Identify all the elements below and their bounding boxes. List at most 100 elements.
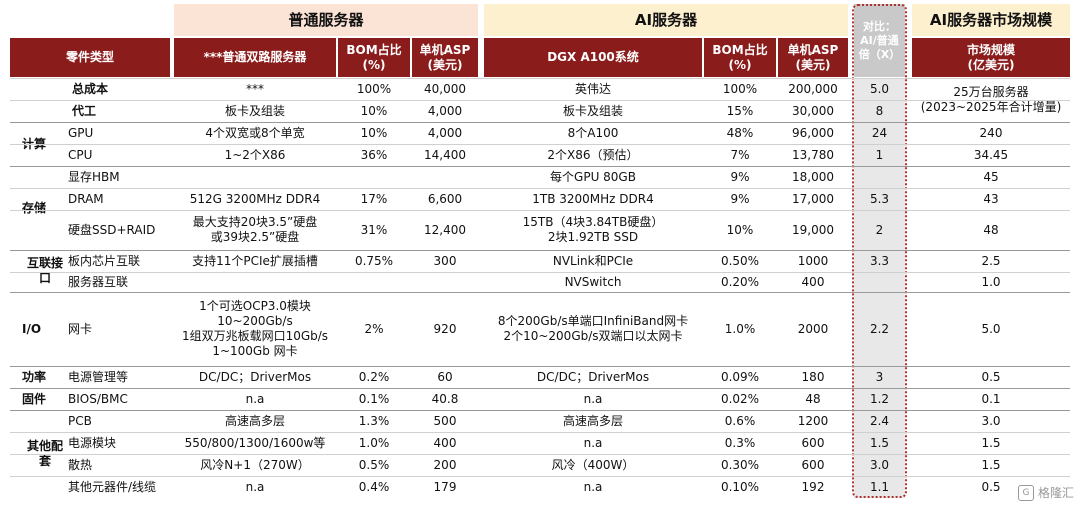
cell-ai-config: n.a — [583, 479, 603, 494]
cell-ai-bom: 0.20% — [720, 274, 760, 289]
cell-ratio: 8 — [854, 100, 905, 122]
cell-market: 5.0 — [981, 321, 1001, 336]
cell-normal-asp: 40.8 — [431, 391, 459, 406]
cell-ratio: 2.4 — [854, 410, 905, 432]
cell-normal-bom: 1.3% — [358, 413, 390, 428]
cell-ai-config: 风冷（400W） — [551, 457, 635, 472]
cell-market: 0.5 — [981, 369, 1001, 384]
cell-normal-bom — [338, 166, 410, 188]
category-label: 其他配套 — [26, 439, 63, 468]
cell-normal-bom: 17% — [360, 191, 388, 206]
cell-ratio — [854, 272, 905, 292]
cell-market: 240 — [979, 125, 1003, 140]
cell-normal-asp: 300 — [433, 253, 457, 268]
cell-ai-asp: 400 — [801, 274, 825, 289]
watermark: G 格隆汇 — [1017, 484, 1074, 501]
cell-normal-asp: 4,000 — [427, 125, 463, 140]
cell-normal-config: 风冷N+1（270W） — [200, 457, 310, 472]
cell-normal-config: 板卡及组装 — [224, 103, 285, 118]
cell-normal-config — [174, 272, 336, 292]
cell-normal-asp: 60 — [437, 369, 453, 384]
cell-ai-asp: 2000 — [797, 321, 829, 336]
cell-normal-config: 4个双宽或8个单宽 — [205, 125, 305, 140]
cell-normal-bom: 36% — [360, 147, 388, 162]
cell-ai-bom: 10% — [726, 222, 754, 237]
cell-normal-bom: 2% — [364, 321, 384, 336]
cell-normal-config: 550/800/1300/1600w等 — [184, 435, 326, 450]
cell-market: 34.45 — [973, 147, 1009, 162]
cell-ai-config: 15TB（4块3.84TB硬盘） 2块1.92TB SSD — [522, 215, 664, 244]
header-normal-config: ***普通双路服务器 — [174, 38, 336, 77]
cell-ratio: 1 — [854, 144, 905, 166]
cell-ai-asp: 1200 — [797, 413, 829, 428]
cell-market: 0.1 — [981, 391, 1001, 406]
header-ai-config: DGX A100系统 — [484, 38, 702, 77]
cell-normal-bom: 0.2% — [358, 369, 390, 384]
item-label: 硬盘SSD+RAID — [68, 222, 156, 237]
cell-ai-bom: 15% — [726, 103, 754, 118]
item-label: DRAM — [68, 191, 104, 206]
cell-normal-asp: 6,600 — [427, 191, 463, 206]
cell-normal-asp — [412, 272, 478, 292]
cell-ratio: 2.2 — [854, 292, 905, 366]
item-label: CPU — [68, 147, 93, 162]
item-label: 电源管理等 — [68, 369, 129, 384]
item-label: 代工 — [72, 103, 97, 118]
cell-normal-config: 512G 3200MHz DDR4 — [189, 191, 321, 206]
cell-normal-bom: 10% — [360, 103, 388, 118]
header-market: 市场规模 (亿美元) — [912, 38, 1070, 77]
group-header-market: AI服务器市场规模 — [912, 4, 1070, 36]
item-label: 总成本 — [72, 81, 109, 96]
cell-ratio: 2 — [854, 210, 905, 250]
cell-ratio: 1.2 — [854, 388, 905, 410]
cell-ratio: 1.1 — [854, 476, 905, 498]
cell-ai-bom: 100% — [722, 81, 758, 96]
cell-ai-bom: 0.09% — [720, 369, 760, 384]
cell-ai-config: 2个X86（预估） — [547, 147, 639, 162]
group-header-ratio: 对比： AI/普通 倍（X） — [854, 4, 905, 77]
cell-normal-asp: 500 — [433, 413, 457, 428]
cell-ai-config: 每个GPU 80GB — [550, 169, 636, 184]
item-label: 其他元器件/线缆 — [68, 479, 157, 494]
cell-ai-asp: 600 — [801, 435, 825, 450]
cell-normal-asp: 179 — [433, 479, 457, 494]
header-part-type: 零件类型 — [10, 38, 170, 77]
cell-market: 1.0 — [981, 274, 1001, 289]
cell-normal-bom — [338, 272, 410, 292]
cell-market: 0.5 — [981, 479, 1001, 494]
cell-market: 45 — [983, 169, 999, 184]
row-divider — [10, 476, 1070, 477]
cell-ai-config: 高速高多层 — [562, 413, 623, 428]
row-divider — [10, 144, 1070, 145]
cell-market: 2.5 — [981, 253, 1001, 268]
item-label: PCB — [68, 413, 92, 428]
item-label: 服务器互联 — [68, 274, 129, 289]
cell-normal-bom: 1.0% — [358, 435, 390, 450]
cell-normal-asp: 14,400 — [424, 147, 466, 162]
cell-market: 3.0 — [981, 413, 1001, 428]
item-label: 散热 — [68, 457, 93, 472]
row-divider — [10, 210, 1070, 211]
cell-ai-config: 8个200Gb/s单端口InfiniBand网卡 2个10~200Gb/s双端口… — [497, 314, 689, 343]
cell-ai-asp: 200,000 — [788, 81, 838, 96]
group-header-ai: AI服务器 — [484, 4, 848, 36]
cell-ai-asp: 19,000 — [792, 222, 834, 237]
header-ai-bom: BOM占比 (%) — [704, 38, 776, 77]
row-divider — [10, 366, 1070, 367]
cell-ai-bom: 0.3% — [724, 435, 756, 450]
cell-ratio — [854, 166, 905, 188]
row-divider — [10, 250, 1070, 251]
row-divider — [10, 188, 1070, 189]
cell-ai-config: 1TB 3200MHz DDR4 — [532, 191, 654, 206]
cell-ai-config: 英伟达 — [574, 81, 611, 96]
cell-ai-config: n.a — [583, 391, 603, 406]
row-divider — [10, 388, 1070, 389]
row-divider — [10, 410, 1070, 411]
cell-normal-asp — [412, 166, 478, 188]
category-label: 功率 — [22, 369, 47, 384]
header-ai-asp: 单机ASP (美元) — [778, 38, 848, 77]
cell-normal-asp: 12,400 — [424, 222, 466, 237]
watermark-text: 格隆汇 — [1037, 486, 1074, 500]
cell-ai-bom: 48% — [726, 125, 754, 140]
category-label: 存储 — [22, 200, 47, 215]
